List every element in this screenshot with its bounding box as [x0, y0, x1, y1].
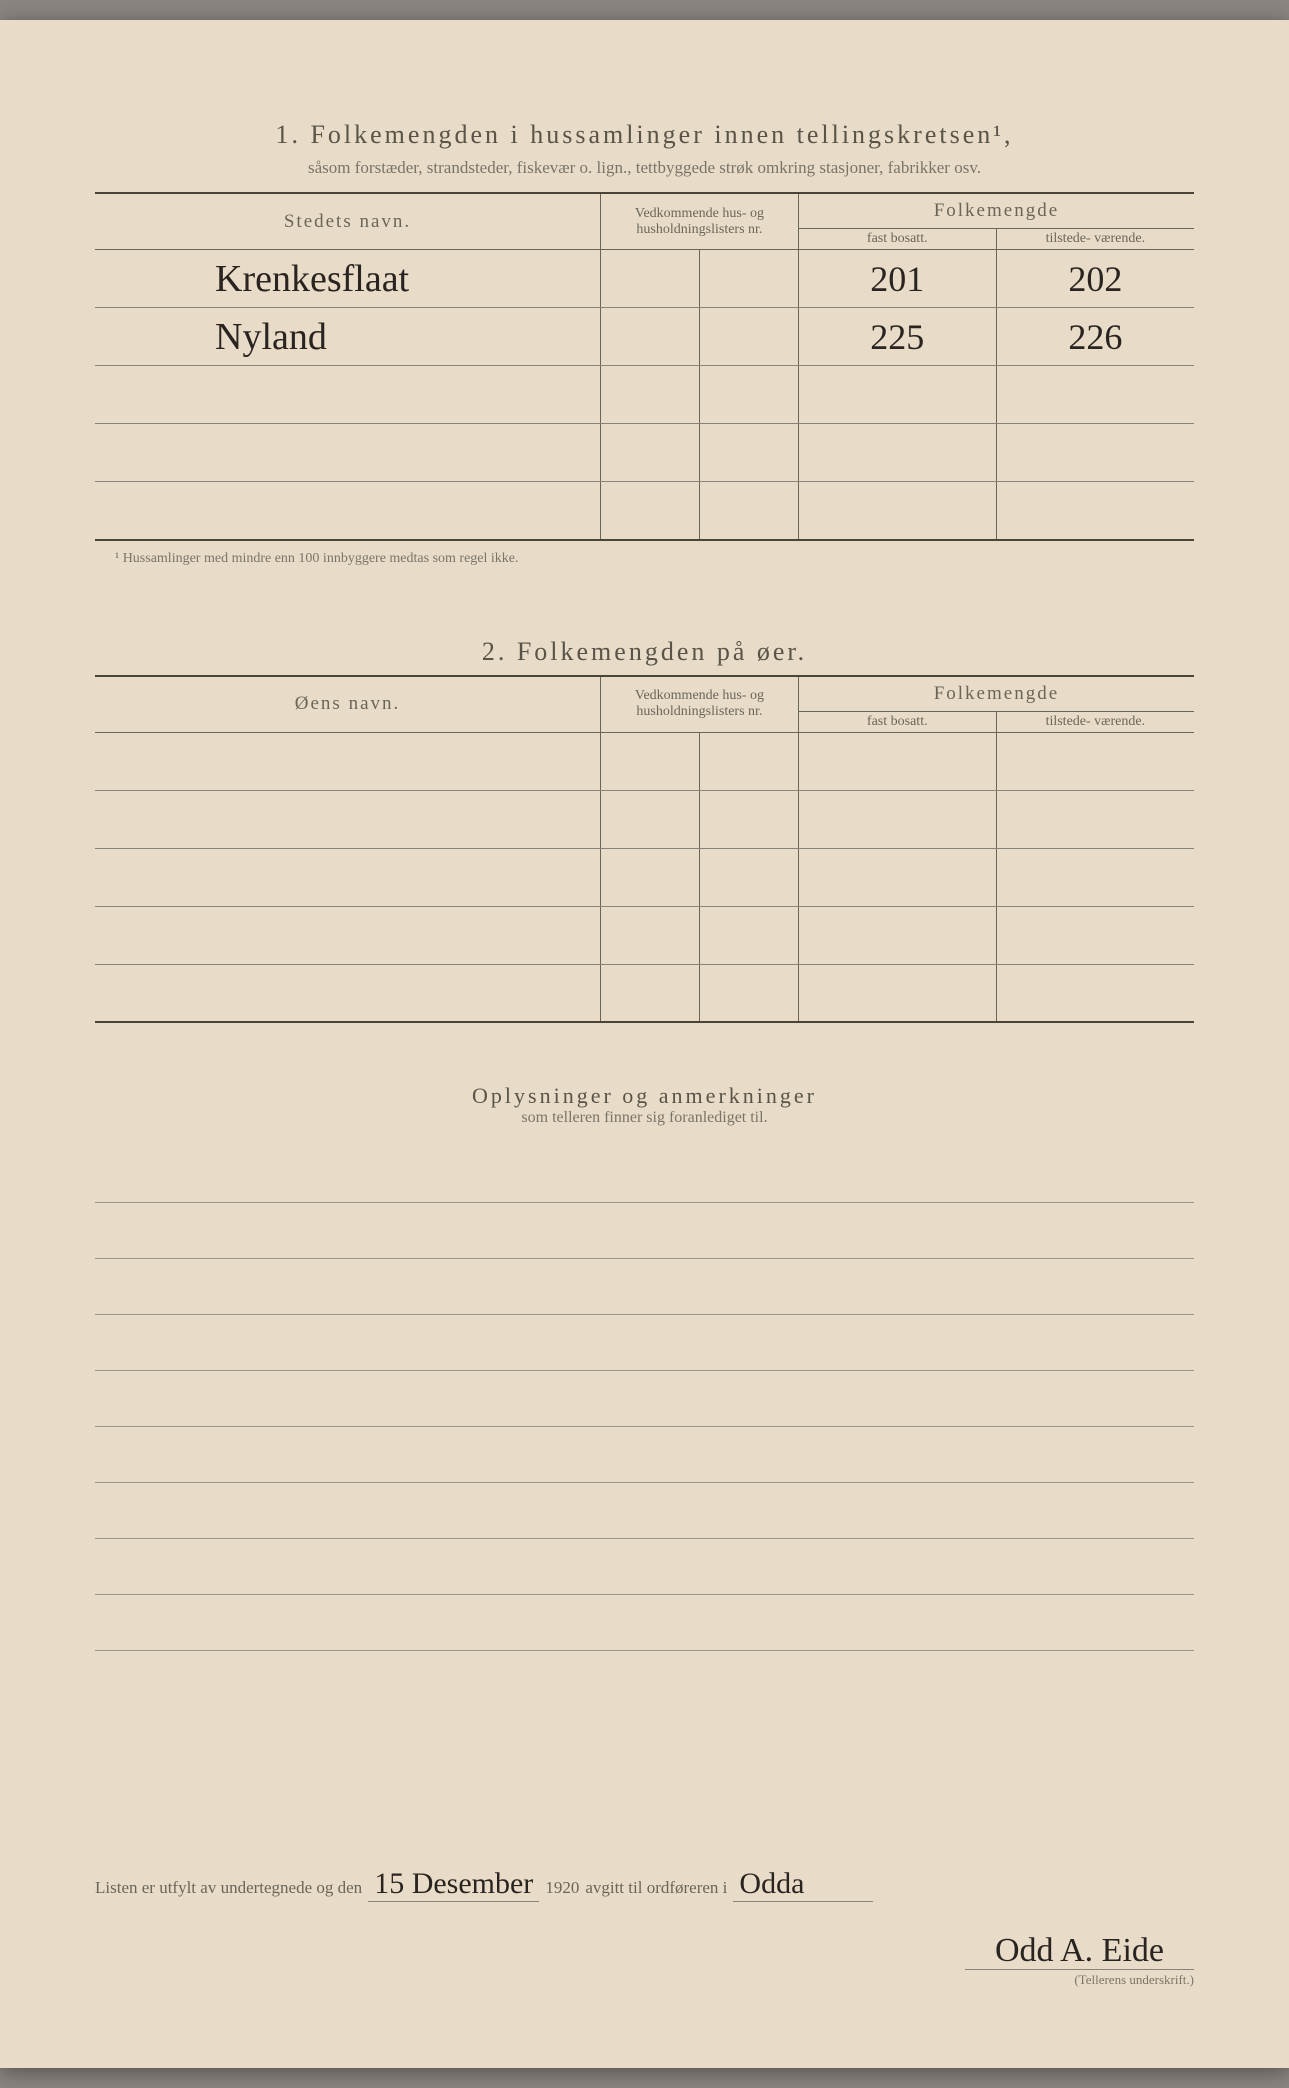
th-oens-navn: Øens navn.: [95, 676, 601, 733]
section2-number: 2.: [482, 637, 508, 666]
cell-ref-a: [601, 250, 700, 308]
empty-cell: [601, 482, 700, 540]
empty-cell: [95, 366, 601, 424]
sig-date: 15 Desember: [368, 1867, 539, 1902]
section-1: 1. Folkemengden i hussamlinger innen tel…: [95, 120, 1194, 567]
empty-cell: [699, 366, 798, 424]
section1-title-text: Folkemengden i hussamlinger innen tellin…: [310, 120, 1013, 149]
section1-title: 1. Folkemengden i hussamlinger innen tel…: [95, 120, 1194, 150]
ruled-line: [95, 1147, 1194, 1203]
signature-line: Listen er utfylt av undertegnede og den …: [95, 1867, 1194, 1902]
th-tilstede2: tilstede- værende.: [996, 711, 1194, 732]
table-row: [95, 366, 1194, 424]
section2-title: 2. Folkemengden på øer.: [95, 637, 1194, 667]
cell-ref-b: [699, 308, 798, 366]
notes-subtitle: som telleren finner sig foranlediget til…: [95, 1109, 1194, 1127]
table-row: [95, 906, 1194, 964]
sig-year: 1920: [545, 1878, 579, 1898]
ruled-line: [95, 1483, 1194, 1539]
signature-caption: (Tellerens underskrift.): [95, 1972, 1194, 1988]
section1-footnote: ¹ Hussamlinger med mindre enn 100 innbyg…: [95, 551, 1194, 567]
cell-ref-b: [699, 250, 798, 308]
section-2: 2. Folkemengden på øer. Øens navn. Vedko…: [95, 637, 1194, 1024]
empty-cell: [601, 366, 700, 424]
cell-fast: 201: [798, 250, 996, 308]
section-3: Oplysninger og anmerkninger som telleren…: [95, 1083, 1194, 1651]
ruled-line: [95, 1595, 1194, 1651]
th-folkemengde: Folkemengde: [798, 193, 1194, 229]
signature-block: Listen er utfylt av undertegnede og den …: [95, 1867, 1194, 1988]
table-row: [95, 848, 1194, 906]
th-tilstede: tilstede- værende.: [996, 229, 1194, 250]
ruled-line: [95, 1259, 1194, 1315]
empty-cell: [95, 482, 601, 540]
empty-cell: [95, 424, 601, 482]
th-ref2: Vedkommende hus- og husholdningslisters …: [601, 676, 799, 733]
notes-title: Oplysninger og anmerkninger: [95, 1083, 1194, 1109]
cell-name: Krenkesflaat: [95, 250, 601, 308]
table-row: [95, 482, 1194, 540]
th-stedets-navn: Stedets navn.: [95, 193, 601, 250]
cell-ref-a: [601, 308, 700, 366]
ruled-line: [95, 1203, 1194, 1259]
empty-cell: [699, 482, 798, 540]
empty-cell: [996, 366, 1194, 424]
empty-cell: [996, 482, 1194, 540]
table-hussamlinger: Stedets navn. Vedkommende hus- og hushol…: [95, 192, 1194, 541]
sig-place: Odda: [733, 1867, 873, 1902]
table-row: [95, 964, 1194, 1022]
cell-name: Nyland: [95, 308, 601, 366]
table-row: [95, 732, 1194, 790]
section1-subtitle: såsom forstæder, strandsteder, fiskevær …: [95, 158, 1194, 178]
ruled-line: [95, 1371, 1194, 1427]
th-ref: Vedkommende hus- og husholdningslisters …: [601, 193, 799, 250]
empty-cell: [798, 366, 996, 424]
empty-cell: [601, 424, 700, 482]
sig-middle: avgitt til ordføreren i: [585, 1878, 727, 1898]
empty-cell: [798, 424, 996, 482]
empty-cell: [996, 424, 1194, 482]
table-oer: Øens navn. Vedkommende hus- og husholdni…: [95, 675, 1194, 1024]
section1-number: 1.: [275, 120, 301, 149]
table-row: Nyland 225 226: [95, 308, 1194, 366]
ruled-line: [95, 1539, 1194, 1595]
th-folkemengde2: Folkemengde: [798, 676, 1194, 712]
th-fast: fast bosatt.: [798, 229, 996, 250]
th-fast2: fast bosatt.: [798, 711, 996, 732]
table-row: Krenkesflaat 201 202: [95, 250, 1194, 308]
ruled-notes-area: [95, 1147, 1194, 1651]
table-row: [95, 790, 1194, 848]
section2-title-text: Folkemengden på øer.: [517, 637, 807, 666]
empty-cell: [699, 424, 798, 482]
signature-name: Odd A. Eide: [965, 1932, 1194, 1970]
empty-cell: [798, 482, 996, 540]
cell-til: 202: [996, 250, 1194, 308]
table-row: [95, 424, 1194, 482]
signature-name-block: Odd A. Eide (Tellerens underskrift.): [95, 1932, 1194, 1988]
cell-til: 226: [996, 308, 1194, 366]
cell-fast: 225: [798, 308, 996, 366]
sig-prefix: Listen er utfylt av undertegnede og den: [95, 1878, 362, 1898]
ruled-line: [95, 1427, 1194, 1483]
ruled-line: [95, 1315, 1194, 1371]
document-page: 1. Folkemengden i hussamlinger innen tel…: [0, 20, 1289, 2068]
